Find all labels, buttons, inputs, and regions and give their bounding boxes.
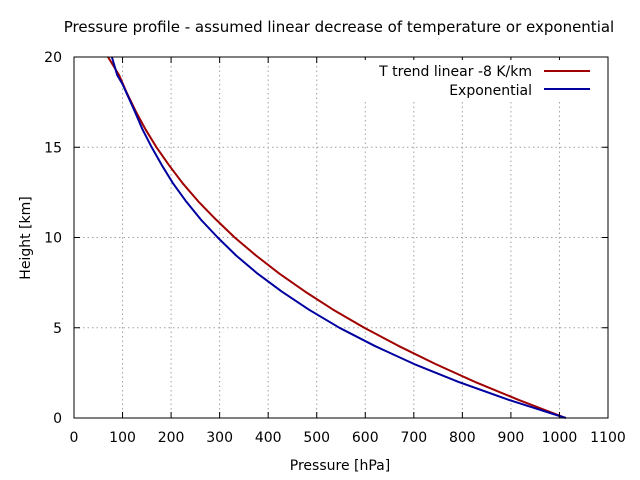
x-tick-label: 900 (498, 430, 525, 446)
y-axis-label: Height [km] (18, 196, 34, 279)
series-line-linear (107, 56, 567, 419)
y-axis-ticks: 0 5 10 15 20 (44, 50, 608, 427)
y-tick-label: 0 (53, 411, 62, 427)
x-axis-label: Pressure [hPa] (290, 458, 390, 474)
y-tick-label: 15 (44, 140, 62, 156)
gridlines (74, 57, 608, 418)
y-tick-label: 20 (44, 50, 62, 66)
x-tick-label: 1000 (542, 430, 578, 446)
chart-title: Pressure profile - assumed linear decrea… (64, 18, 614, 36)
x-tick-label: 400 (255, 430, 282, 446)
x-tick-label: 0 (70, 430, 79, 446)
x-tick-label: 1100 (590, 430, 626, 446)
x-tick-label: 600 (352, 430, 379, 446)
x-tick-label: 200 (158, 430, 185, 446)
series-lines (107, 56, 567, 419)
x-tick-label: 500 (303, 430, 330, 446)
x-tick-label: 100 (109, 430, 136, 446)
x-tick-label: 700 (400, 430, 427, 446)
x-tick-label: 300 (206, 430, 233, 446)
y-tick-label: 10 (44, 231, 62, 247)
legend: T trend linear -8 K/km Exponential (355, 60, 605, 102)
legend-label-exponential: Exponential (449, 83, 532, 99)
legend-label-linear: T trend linear -8 K/km (378, 64, 532, 80)
series-line-exponential (110, 56, 567, 419)
x-axis-ticks: 0 100 200 300 400 500 600 700 800 900 1000 1100 (70, 57, 626, 446)
x-tick-label: 800 (449, 430, 476, 446)
legend-background (355, 60, 605, 102)
y-tick-label: 5 (53, 321, 62, 337)
